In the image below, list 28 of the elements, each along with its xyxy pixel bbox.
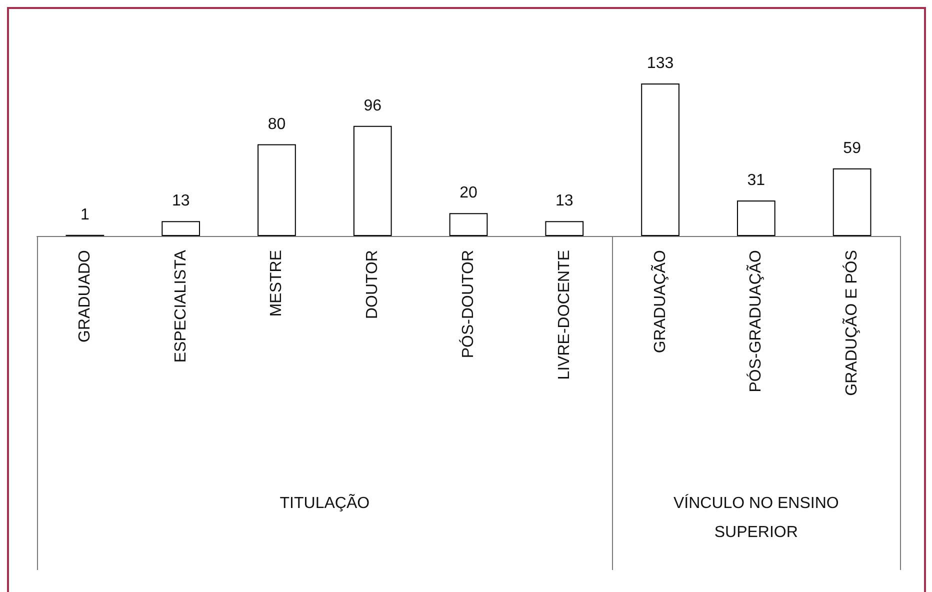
- bar: [545, 221, 584, 236]
- x-tick-label: GRADUADO: [76, 250, 94, 342]
- data-label: 13: [555, 192, 574, 210]
- data-label: 13: [172, 192, 190, 210]
- x-tick-label: ESPECIALISTA: [172, 250, 190, 363]
- x-tick-label: LIVRE-DOCENTE: [556, 250, 573, 380]
- data-label: 31: [747, 172, 766, 189]
- data-label: 1: [80, 206, 90, 224]
- bar: [258, 144, 296, 236]
- bar: [736, 200, 776, 236]
- x-tick-label: PÓS-DOUTOR: [459, 250, 477, 358]
- x-tick-label: GRADUÇÃO E PÓS: [842, 250, 861, 396]
- bar: [832, 168, 872, 236]
- text: VÍNCULO NO ENSINO SUPERIOR: [672, 493, 840, 543]
- x-tick-label: PÓS-GRADUAÇÃO: [746, 250, 765, 392]
- data-label: 96: [364, 97, 382, 114]
- data-label: 80: [268, 116, 286, 133]
- x-tick-label: GRADUAÇÃO: [650, 250, 669, 354]
- bar: [641, 83, 680, 236]
- data-label: 20: [460, 184, 478, 202]
- data-label: 59: [843, 140, 862, 157]
- bar: [162, 221, 200, 236]
- x-tick-label: DOUTOR: [364, 250, 382, 320]
- text: TITULAÇÃO: [278, 493, 371, 514]
- x-tick-label: MESTRE: [268, 250, 286, 317]
- data-label: 133: [646, 54, 674, 72]
- bar: [353, 126, 392, 236]
- bar: [449, 213, 488, 236]
